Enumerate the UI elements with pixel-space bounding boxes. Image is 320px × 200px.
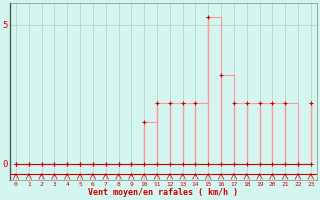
X-axis label: Vent moyen/en rafales ( km/h ): Vent moyen/en rafales ( km/h ): [88, 188, 238, 197]
